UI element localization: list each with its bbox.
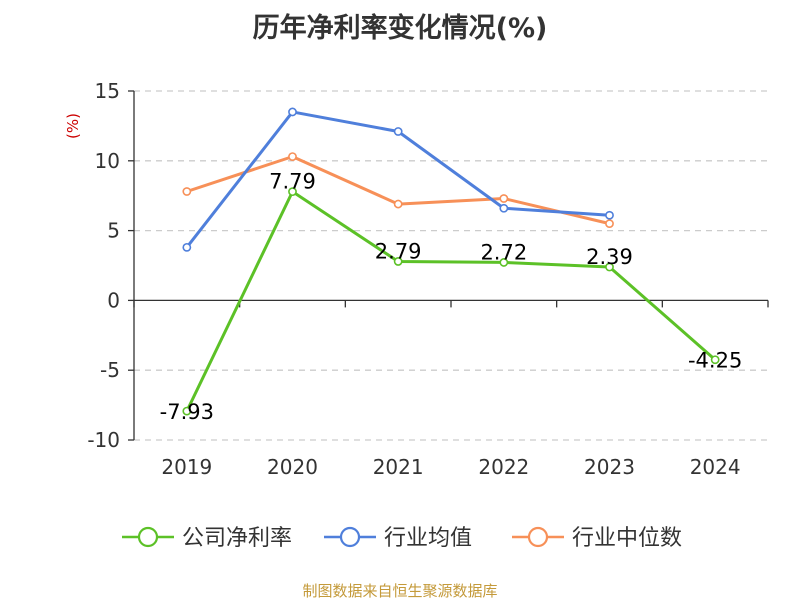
data-label: 2.79 — [375, 239, 422, 263]
x-tick-label: 2024 — [690, 455, 741, 479]
x-tick-label: 2023 — [584, 455, 635, 479]
data-point — [182, 406, 192, 416]
series-line — [185, 190, 717, 412]
data-label: 7.79 — [269, 170, 316, 194]
axes: -10 -5 0 5 10 15 2019 2020 2021 2022 2023 2024 — [87, 79, 769, 479]
y-tick-label: -5 — [100, 358, 120, 382]
y-tick-label: 5 — [107, 219, 120, 243]
data-label: -7.93 — [160, 400, 214, 424]
y-tick-label: 0 — [107, 288, 120, 312]
source-note: 制图数据来自恒生聚源数据库 — [302, 582, 498, 600]
data-point — [393, 199, 403, 209]
legend-label: 行业均值 — [384, 526, 472, 551]
data-point — [499, 258, 509, 267]
data-point — [288, 187, 297, 197]
legend-label: 行业中位数 — [572, 526, 682, 551]
data-point — [605, 262, 614, 272]
legend-marker-icon — [137, 526, 159, 548]
data-label: 2.39 — [586, 245, 633, 269]
legend-label: 公司净利率 — [182, 526, 292, 551]
x-tick-label: 2020 — [267, 455, 318, 479]
data-point — [182, 242, 192, 252]
x-tick-label: 2021 — [373, 455, 424, 479]
data-point — [182, 187, 192, 196]
data-point — [499, 194, 509, 203]
legend-marker-icon — [527, 526, 549, 548]
data-point — [710, 355, 720, 365]
x-tick-label: 2022 — [478, 455, 529, 479]
data-label: 2.72 — [480, 240, 527, 264]
legend-item[interactable]: 行业中位数 — [512, 526, 682, 551]
data-point — [605, 210, 614, 220]
data-point — [499, 203, 509, 213]
legend[interactable]: 公司净利率 行业均值 行业中位数 — [122, 526, 682, 551]
data-point — [288, 107, 297, 117]
x-tick-label: 2019 — [161, 455, 212, 479]
data-labels: -7.93 7.79 2.79 2.72 2.39 -4.25 — [160, 170, 743, 424]
data-point — [605, 219, 614, 229]
data-point — [393, 257, 403, 266]
legend-marker-icon — [339, 526, 361, 548]
legend-item[interactable]: 行业均值 — [324, 526, 472, 551]
data-point — [288, 152, 297, 162]
legend-item[interactable]: 公司净利率 — [122, 526, 292, 551]
y-tick-label: -10 — [87, 428, 120, 452]
y-tick-label: 10 — [95, 149, 120, 173]
grid-lines — [134, 90, 768, 441]
y-axis-label: (%) — [64, 113, 82, 139]
chart-title: 历年净利率变化情况(%) — [252, 13, 548, 44]
series-lines — [182, 107, 720, 416]
y-tick-label: 15 — [95, 79, 120, 103]
data-point — [393, 127, 403, 136]
data-label: -4.25 — [688, 349, 742, 373]
